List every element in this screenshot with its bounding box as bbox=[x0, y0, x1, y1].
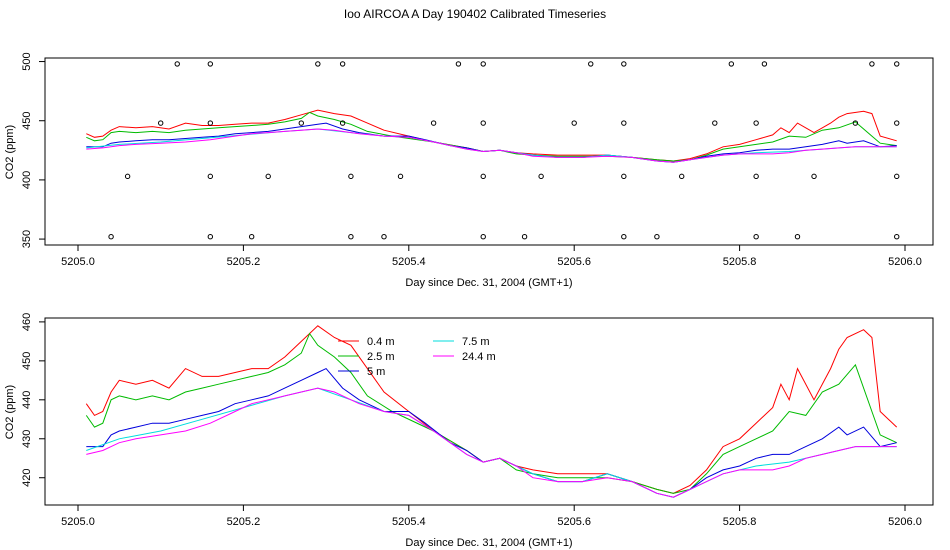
top-marker-point bbox=[521, 234, 528, 240]
top-x-axis-label: Day since Dec. 31, 2004 (GMT+1) bbox=[405, 277, 572, 289]
top-marker-point bbox=[894, 120, 900, 126]
top-marker-point bbox=[480, 173, 486, 180]
top-y-axis-label: CO2 (ppm) bbox=[4, 125, 16, 179]
top-series-7-5-m bbox=[86, 128, 897, 163]
bottom-y-tick-label: 420 bbox=[21, 469, 33, 487]
top-x-tick-label: 5205.8 bbox=[723, 256, 757, 268]
top-marker-point bbox=[207, 120, 214, 126]
bottom-x-axis: 5205.0 5205.2 5205.4 5205.6 5205.8 5206.0 bbox=[61, 504, 922, 528]
top-marker-point bbox=[761, 61, 768, 67]
top-marker-point bbox=[339, 61, 346, 67]
top-marker-point bbox=[621, 120, 627, 126]
bottom-y-axis: 420 430 440 450 460 bbox=[21, 313, 45, 487]
top-marker-point bbox=[753, 234, 759, 240]
legend-label: 5 m bbox=[367, 366, 385, 378]
legend-label: 0.4 m bbox=[367, 336, 395, 348]
top-marker-point bbox=[894, 234, 900, 240]
bottom-x-tick-label: 5205.2 bbox=[227, 516, 261, 528]
top-marker-point bbox=[712, 120, 718, 126]
top-marker-point bbox=[348, 234, 354, 240]
bottom-y-tick-label: 460 bbox=[21, 313, 33, 331]
bottom-panel: 5205.0 5205.2 5205.4 5205.6 5205.8 5206.0 420… bbox=[4, 313, 934, 549]
bottom-series-7-5-m bbox=[86, 387, 897, 498]
top-marker-point bbox=[315, 61, 321, 67]
top-marker-point bbox=[894, 173, 900, 180]
top-series-5-m bbox=[86, 122, 897, 163]
top-marker-point bbox=[298, 120, 304, 126]
top-panel: 5205.0 5205.2 5205.4 5205.6 5205.8 5206.0 350… bbox=[4, 52, 934, 289]
legend-label: 24.4 m bbox=[462, 351, 496, 363]
top-marker-point bbox=[265, 173, 271, 180]
top-series-group bbox=[86, 109, 897, 163]
top-markers-group bbox=[108, 61, 900, 240]
bottom-x-tick-label: 5206.0 bbox=[888, 516, 922, 528]
top-marker-point bbox=[588, 61, 594, 67]
legend-label: 2.5 m bbox=[367, 351, 395, 363]
top-marker-point bbox=[207, 173, 214, 180]
bottom-y-tick-label: 450 bbox=[21, 352, 33, 370]
top-y-tick-label: 350 bbox=[21, 230, 33, 248]
top-marker-point bbox=[621, 173, 627, 180]
top-marker-point bbox=[794, 234, 801, 240]
top-y-tick-label: 400 bbox=[21, 171, 33, 189]
top-marker-point bbox=[621, 61, 627, 67]
top-marker-point bbox=[753, 120, 759, 126]
top-marker-point bbox=[894, 61, 900, 67]
top-x-tick-label: 5205.6 bbox=[557, 256, 591, 268]
bottom-series-5-m bbox=[86, 367, 897, 498]
top-marker-point bbox=[753, 173, 759, 180]
top-x-tick-label: 5205.4 bbox=[392, 256, 426, 268]
bottom-x-tick-label: 5205.8 bbox=[723, 516, 757, 528]
top-marker-point bbox=[869, 61, 875, 67]
top-marker-point bbox=[174, 61, 180, 67]
top-marker-point bbox=[728, 61, 735, 67]
top-marker-point bbox=[124, 173, 131, 180]
page-title: Ioo AIRCOA A Day 190402 Calibrated Times… bbox=[343, 7, 607, 21]
top-marker-point bbox=[455, 61, 462, 67]
top-marker-point bbox=[480, 234, 486, 240]
bottom-x-tick-label: 5205.4 bbox=[392, 516, 426, 528]
top-marker-point bbox=[679, 173, 685, 180]
top-marker-point bbox=[397, 173, 404, 180]
top-marker-point bbox=[430, 120, 437, 126]
legend-label: 7.5 m bbox=[462, 336, 490, 348]
top-marker-point bbox=[207, 61, 214, 67]
top-x-tick-label: 5205.0 bbox=[61, 256, 95, 268]
top-marker-point bbox=[480, 61, 486, 67]
top-x-tick-label: 5206.0 bbox=[888, 256, 922, 268]
bottom-legend: 0.4 m 2.5 m 5 m 7.5 m 24.4 m bbox=[338, 336, 496, 378]
top-marker-point bbox=[158, 120, 164, 126]
top-marker-point bbox=[621, 234, 627, 240]
top-marker-point bbox=[207, 234, 214, 240]
top-y-tick-label: 450 bbox=[21, 112, 33, 130]
top-marker-point bbox=[381, 234, 387, 240]
top-marker-point bbox=[538, 173, 544, 180]
bottom-y-axis-label: CO2 (ppm) bbox=[4, 385, 16, 439]
bottom-x-tick-label: 5205.0 bbox=[61, 516, 95, 528]
top-marker-point bbox=[108, 234, 114, 240]
top-marker-point bbox=[339, 120, 346, 126]
top-x-tick-label: 5205.2 bbox=[227, 256, 261, 268]
top-marker-point bbox=[654, 234, 660, 240]
bottom-x-axis-label: Day since Dec. 31, 2004 (GMT+1) bbox=[405, 537, 572, 549]
top-marker-point bbox=[811, 173, 817, 180]
bottom-series-group bbox=[85, 325, 898, 498]
top-y-axis: 350 400 450 500 bbox=[21, 52, 45, 248]
bottom-series-24-4-m bbox=[86, 387, 897, 498]
top-marker-point bbox=[480, 120, 486, 126]
top-x-axis: 5205.0 5205.2 5205.4 5205.6 5205.8 5206.0 bbox=[61, 244, 922, 268]
bottom-y-tick-label: 440 bbox=[21, 391, 33, 409]
bottom-x-tick-label: 5205.6 bbox=[557, 516, 591, 528]
top-marker-point bbox=[571, 120, 577, 126]
top-marker-point bbox=[852, 120, 859, 126]
top-marker-point bbox=[248, 234, 255, 240]
top-series-24-4-m bbox=[86, 128, 897, 163]
top-marker-point bbox=[348, 173, 354, 180]
top-y-tick-label: 500 bbox=[21, 52, 33, 70]
bottom-y-tick-label: 430 bbox=[21, 430, 33, 448]
